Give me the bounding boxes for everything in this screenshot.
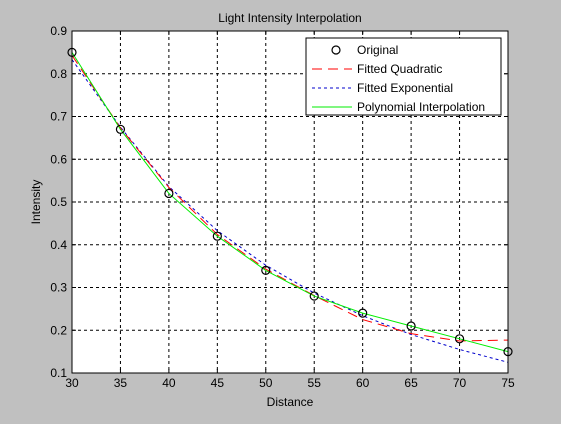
data-point xyxy=(309,291,319,301)
legend-label-2: Fitted Exponential xyxy=(357,81,453,95)
legend-label-0: Original xyxy=(357,43,398,57)
x-tick-label: 50 xyxy=(259,376,273,390)
legend-label-3: Polynomial Interpolation xyxy=(357,100,485,114)
y-tick-label: 0.4 xyxy=(50,238,67,252)
legend-box xyxy=(305,37,502,116)
data-point xyxy=(115,124,126,134)
y-tick-label: 0.8 xyxy=(50,67,67,81)
data-point xyxy=(164,188,174,199)
axis-ticks: 30 35 40 45 50 55 60 65 70 75 0.1 0.2 0.3 0.4 0.5 0.6 0.… xyxy=(50,24,515,390)
x-tick-label: 30 xyxy=(65,376,79,390)
y-tick-label: 0.1 xyxy=(50,366,67,380)
y-tick-label: 0.6 xyxy=(50,152,67,166)
chart-title: Light Intensity Interpolation xyxy=(218,11,361,25)
x-tick-label: 55 xyxy=(308,376,322,390)
legend: Original Fitted Quadratic Fitted Exponenti… xyxy=(305,37,502,116)
x-tick-label: 45 xyxy=(211,376,225,390)
legend-label-1: Fitted Quadratic xyxy=(357,62,442,76)
legend-marker-0 xyxy=(331,45,341,55)
x-tick-label: 35 xyxy=(114,376,128,390)
series-line-3 xyxy=(71,52,509,353)
data-point xyxy=(261,265,271,275)
y-tick-label: 0.7 xyxy=(50,110,67,124)
data-point xyxy=(454,334,465,344)
data-point xyxy=(358,308,368,318)
y-axis-label: Intensity xyxy=(29,180,43,225)
x-tick-label: 60 xyxy=(356,376,370,390)
x-tick-label: 40 xyxy=(162,376,176,390)
data-point xyxy=(212,231,222,241)
data-point xyxy=(406,321,416,331)
series-line-2 xyxy=(71,59,509,363)
x-axis-label: Distance xyxy=(267,395,314,409)
x-tick-label: 70 xyxy=(453,376,467,390)
x-tick-label: 75 xyxy=(501,376,515,390)
x-tick-label: 65 xyxy=(404,376,418,390)
y-tick-label: 0.5 xyxy=(50,195,67,209)
y-tick-label: 0.2 xyxy=(50,323,67,337)
y-tick-label: 0.3 xyxy=(50,281,67,295)
y-tick-label: 0.9 xyxy=(50,24,67,38)
